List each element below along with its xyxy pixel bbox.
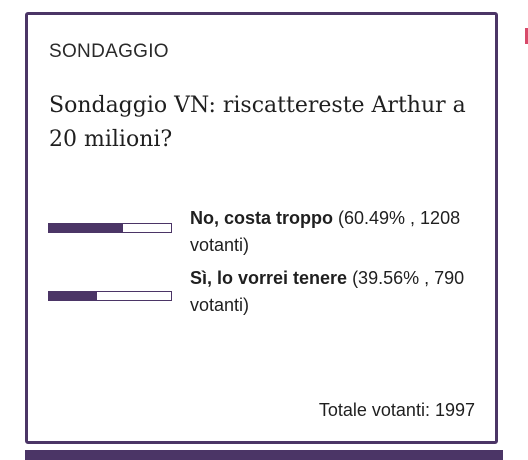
option-detail-yes: (39.56% , 790 votanti): [190, 268, 465, 315]
scroll-edge-marker: [525, 28, 528, 44]
next-card-edge: [25, 450, 503, 460]
poll-card: SONDAGGIO Sondaggio VN: riscattereste Ar…: [25, 12, 498, 444]
option-label-yes: Sì, lo vorrei tenere: [190, 268, 348, 288]
option-label-no: No, costa troppo: [190, 208, 333, 228]
total-votes: Totale votanti: 1997: [318, 400, 475, 420]
result-bar-yes: [48, 291, 172, 301]
result-bar-fill-yes: [49, 292, 98, 300]
result-bar-no: [48, 223, 172, 233]
poll-section-label: SONDAGGIO: [49, 41, 169, 62]
option-detail-no: (60.49% , 1208 votanti): [190, 208, 461, 255]
poll-question: Sondaggio VN: riscattereste Arthur a 20 …: [49, 93, 466, 152]
result-bar-fill-no: [49, 224, 123, 232]
